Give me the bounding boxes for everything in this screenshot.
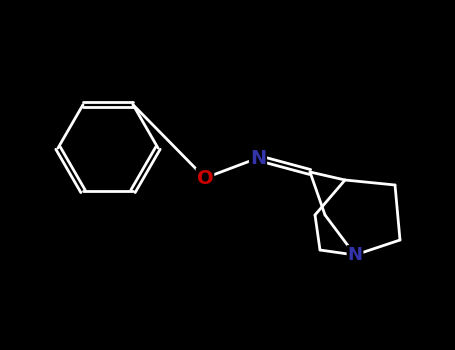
Text: N: N [348, 246, 363, 264]
Text: N: N [250, 148, 266, 168]
Text: O: O [197, 168, 213, 188]
